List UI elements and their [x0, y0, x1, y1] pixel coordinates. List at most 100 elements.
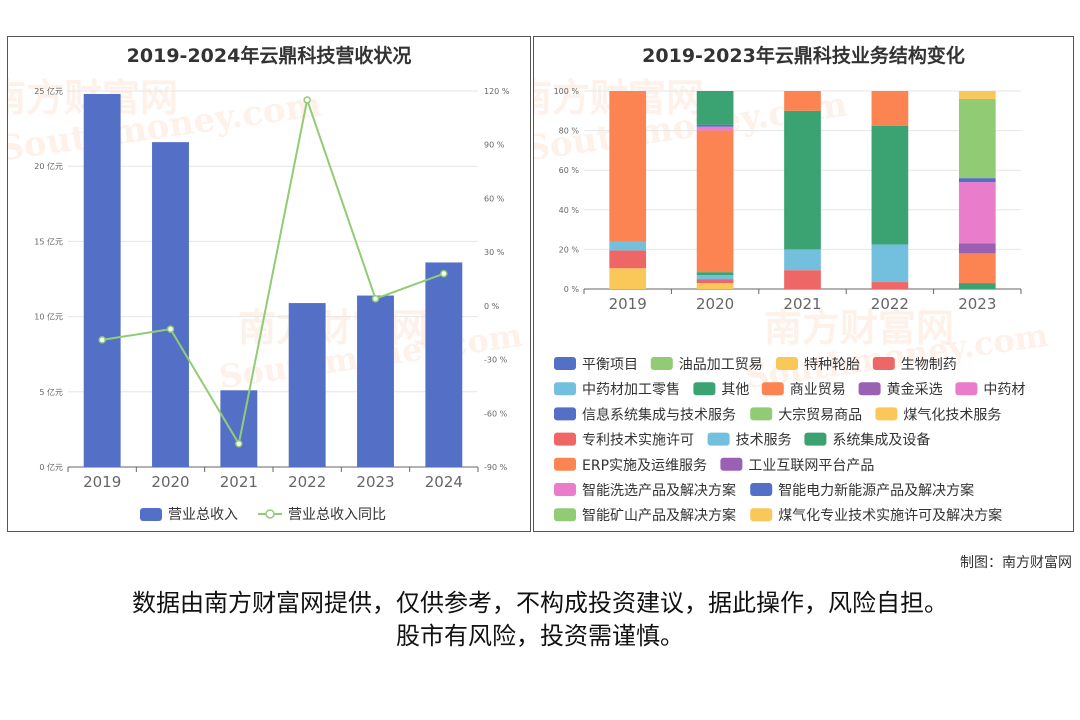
- stacked-segment: [784, 249, 821, 271]
- stacked-segment: [696, 279, 734, 284]
- y-tick-label: 80 %: [559, 127, 580, 136]
- legend-label: ERP实施及运维服务: [582, 458, 707, 474]
- y2-tick-label: -30 %: [484, 356, 508, 365]
- x-tick-label: 2021: [220, 473, 258, 491]
- x-tick-label: 2020: [696, 295, 734, 313]
- revenue-chart-panel: 南方财富网 Southmoney.com 南方财富网 Southmoney.co…: [7, 36, 531, 532]
- x-tick-label: 2023: [356, 473, 394, 491]
- revenue-bar: [220, 390, 258, 467]
- disclaimer-line: 数据由南方财富网提供，仅供参考，不构成投资建议，据此操作，风险自担。: [132, 589, 948, 617]
- stacked-segment: [696, 91, 734, 125]
- stacked-segment: [696, 124, 734, 127]
- revenue-bar: [288, 303, 326, 467]
- revenue-bar: [425, 262, 463, 467]
- legend-label: 油品加工贸易: [679, 357, 763, 373]
- legend-label: 黄金采选: [887, 381, 943, 398]
- legend-swatch: [761, 382, 784, 396]
- legend-swatch: [554, 357, 576, 370]
- stacked-segment: [784, 91, 821, 111]
- x-tick-label: 2020: [151, 473, 189, 491]
- stacked-segment: [958, 178, 996, 183]
- yoy-point: [235, 439, 243, 448]
- legend-swatch: [650, 357, 673, 370]
- y-tick-label: 60 %: [559, 166, 580, 175]
- y-tick-label: 0 亿元: [39, 462, 63, 472]
- structure-chart: 0 % 20 % 40 % 60 % 80 % 100 % 2019 2020 2021 2022…: [554, 87, 1026, 524]
- legend-label: 煤气化技术服务: [903, 407, 1001, 423]
- yoy-point: [98, 336, 106, 344]
- stacked-segment: [784, 110, 821, 250]
- y2-tick-label: 0 %: [484, 302, 500, 311]
- legend-label: 中药材: [983, 382, 1025, 398]
- y2-tick-label: -90 %: [484, 463, 508, 472]
- disclaimer-line: 股市有风险，投资需谨慎。: [396, 622, 684, 650]
- legend-swatch: [554, 382, 576, 396]
- legend-swatch: [554, 483, 576, 496]
- stacked-segment: [958, 283, 996, 289]
- legend-label: 特种轮胎: [804, 357, 860, 373]
- y-tick-label: 25 亿元: [34, 86, 63, 96]
- legend-label: 智能矿山产品及解决方案: [582, 507, 736, 524]
- y-tick-label: 20 亿元: [34, 161, 63, 171]
- x-tick-label: 2024: [425, 473, 463, 491]
- legend-label: 技术服务: [736, 433, 792, 449]
- legend-swatch: [707, 432, 730, 446]
- legend-label: 专利技术实施许可: [582, 433, 694, 449]
- stacked-segment: [958, 253, 996, 284]
- legend-label: 营业总收入: [168, 507, 238, 523]
- y-tick-label: 100 %: [554, 87, 580, 96]
- legend-swatch-revenue: [140, 508, 162, 521]
- legend-label: 煤气化专业技术实施许可及解决方案: [778, 507, 1002, 524]
- yoy-point: [303, 96, 311, 104]
- legend-swatch: [750, 407, 773, 421]
- legend-label: 工业互联网平台产品: [748, 458, 874, 474]
- legend-label: 中药材加工零售: [582, 382, 680, 398]
- legend-swatch: [554, 432, 576, 446]
- y2-tick-label: -60 %: [484, 409, 508, 418]
- stacked-segment: [696, 126, 734, 131]
- legend-swatch: [693, 382, 716, 396]
- y2-tick-label: 90 %: [484, 141, 505, 150]
- chart-title: 2019-2024年云鼎科技营收状况: [126, 45, 412, 67]
- y2-tick-label: 120 %: [484, 87, 510, 96]
- stacked-segment: [958, 98, 996, 179]
- legend-swatch: [554, 508, 576, 522]
- x-tick-label: 2021: [783, 295, 821, 313]
- legend-swatch: [872, 357, 895, 370]
- legend-swatch: [554, 457, 576, 471]
- revenue-bar: [357, 295, 394, 467]
- stacked-segment: [958, 182, 996, 244]
- y-tick-label: 40 %: [559, 206, 580, 215]
- y-tick-label: 15 亿元: [34, 236, 63, 246]
- stacked-segment: [696, 283, 734, 289]
- legend-swatch: [720, 457, 743, 471]
- legend-label: 其他: [721, 382, 749, 398]
- stacked-segment: [609, 268, 647, 289]
- stacked-segment: [696, 130, 734, 273]
- legend-swatch: [875, 407, 898, 421]
- stacked-segment: [958, 243, 996, 254]
- stacked-segment: [609, 91, 647, 242]
- legend-label: 商业贸易: [790, 382, 846, 398]
- x-tick-label: 2019: [609, 295, 647, 313]
- structure-chart-panel: 南方财富网 Southmoney.com 南方财富网 Southmoney.co…: [533, 36, 1074, 532]
- legend-label: 系统集成及设备: [832, 432, 930, 449]
- stacked-segment: [871, 91, 909, 126]
- legend-swatch: [804, 432, 827, 446]
- legend-swatch: [750, 483, 773, 496]
- legend-swatch-yoy-point: [265, 509, 275, 519]
- legend-swatch: [554, 407, 576, 421]
- x-tick-label: 2022: [871, 295, 909, 313]
- y-tick-label: 20 %: [559, 245, 580, 254]
- legend-swatch: [750, 508, 773, 522]
- revenue-bar: [83, 94, 121, 467]
- legend-label: 营业总收入同比: [288, 507, 386, 523]
- yoy-point: [166, 325, 175, 333]
- stacked-segment: [871, 125, 909, 245]
- legend-swatch: [858, 382, 881, 396]
- yoy-point: [371, 294, 380, 303]
- stacked-segment: [609, 250, 647, 269]
- legend-swatch: [776, 357, 798, 370]
- stacked-segment: [871, 244, 909, 283]
- chart-credit: 制图：南方财富网: [960, 555, 1072, 571]
